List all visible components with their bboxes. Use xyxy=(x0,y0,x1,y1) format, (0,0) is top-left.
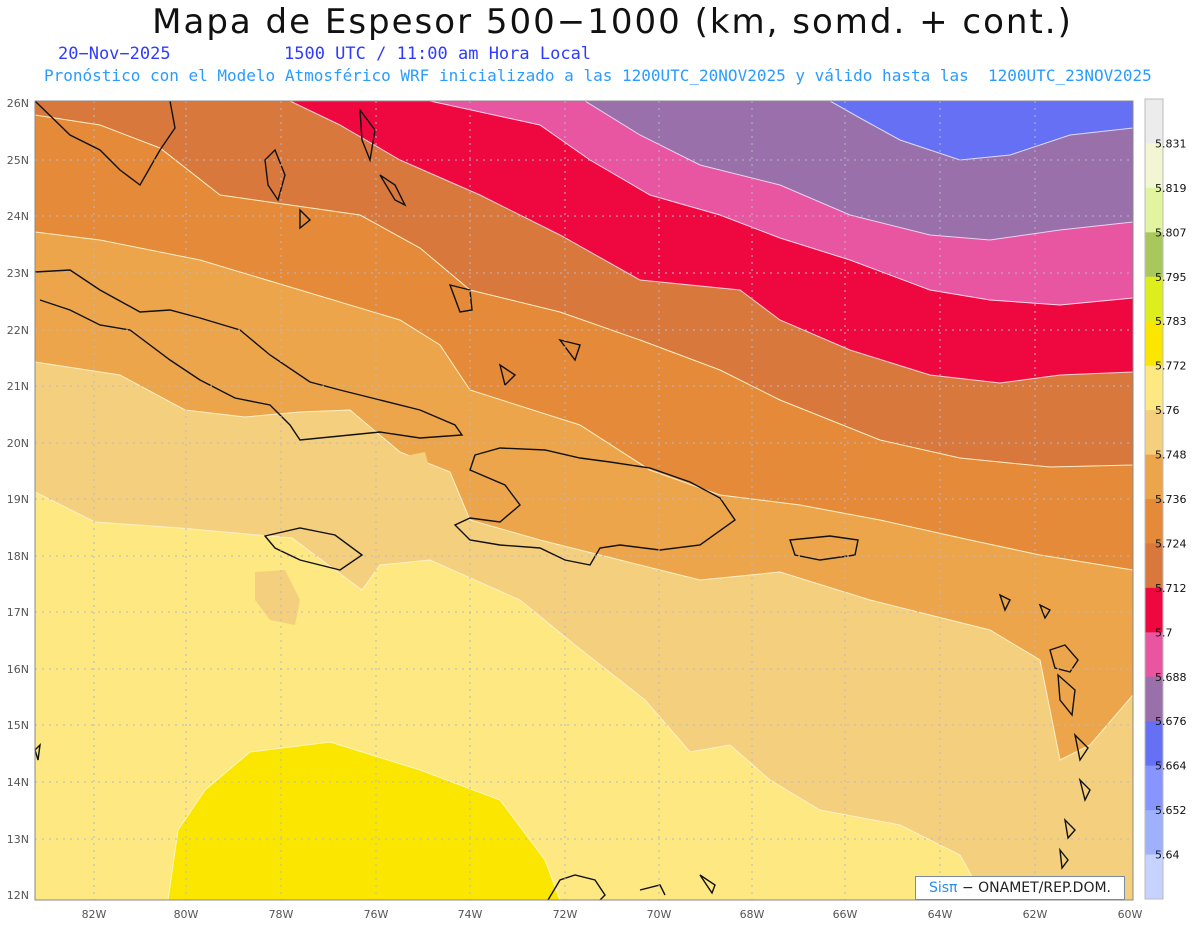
lon-label: 66W xyxy=(833,908,858,921)
lat-label: 13N xyxy=(7,833,29,846)
south-america-coast xyxy=(547,874,716,901)
fill-blue xyxy=(828,101,1133,161)
coastlines xyxy=(34,100,1091,901)
bahamas-islands xyxy=(264,107,581,387)
colorbar-label: 5.831 xyxy=(1155,137,1187,150)
colorbar-swatch xyxy=(1145,187,1163,233)
lat-label: 14N xyxy=(7,776,29,789)
lat-label: 12N xyxy=(7,889,29,902)
colorbar-swatch xyxy=(1145,632,1163,678)
lon-label: 80W xyxy=(174,908,199,921)
colorbar-label: 5.64 xyxy=(1155,849,1180,862)
colorbar-swatch xyxy=(1145,676,1163,722)
colorbar-label: 5.7 xyxy=(1155,626,1173,639)
honduras-coast xyxy=(34,743,41,761)
lon-label: 82W xyxy=(82,908,107,921)
colorbar-swatch xyxy=(1145,365,1163,411)
colorbar-frame xyxy=(1144,98,1164,900)
colorbar-swatch xyxy=(1145,765,1163,811)
map-title: Mapa de Espesor 500−1000 (km, somd. + co… xyxy=(152,2,1073,42)
lat-label: 18N xyxy=(7,550,29,563)
lat-label: 25N xyxy=(7,154,29,167)
credit-box: Sisπ − ONAMET/REP.DOM. xyxy=(915,876,1125,900)
fill-yellow-patch xyxy=(35,868,60,900)
lat-axis: 26N 25N 24N 23N 22N 21N 20N 19N 18N 17N … xyxy=(7,97,29,902)
forecast-date: 20−Nov−2025 xyxy=(58,44,171,64)
florida-coastline xyxy=(34,100,176,187)
colorbar-swatch xyxy=(1145,810,1163,856)
colorbar-label: 5.712 xyxy=(1155,582,1187,595)
map-frame xyxy=(34,100,1134,901)
lesser-antilles xyxy=(998,593,1091,870)
lat-label: 26N xyxy=(7,97,29,110)
fill-tan-patch-2 xyxy=(395,452,430,478)
lat-label: 23N xyxy=(7,267,29,280)
colorbar-label: 5.724 xyxy=(1155,537,1187,550)
colorbar-swatch xyxy=(1145,721,1163,767)
lon-label: 62W xyxy=(1023,908,1048,921)
colorbar-swatch xyxy=(1145,454,1163,500)
credit-text: − ONAMET/REP.DOM. xyxy=(961,880,1111,896)
lat-label: 17N xyxy=(7,606,29,619)
colorbar-label: 5.795 xyxy=(1155,271,1187,284)
colorbar-swatch xyxy=(1145,499,1163,544)
sispi-logo: Sisπ xyxy=(928,880,958,896)
colorbar-label: 5.652 xyxy=(1155,804,1187,817)
colorbar-swatch xyxy=(1145,321,1163,367)
colorbar-label: 5.783 xyxy=(1155,315,1187,328)
colorbar-swatch xyxy=(1145,587,1163,633)
lon-label: 78W xyxy=(269,908,294,921)
colorbar-swatch xyxy=(1145,99,1163,144)
colorbar-swatch xyxy=(1145,276,1163,322)
lon-label: 74W xyxy=(458,908,483,921)
colorbar-label: 5.748 xyxy=(1155,449,1187,462)
lat-label: 20N xyxy=(7,437,29,450)
lat-label: 21N xyxy=(7,380,29,393)
colorbar-label: 5.76 xyxy=(1155,404,1180,417)
puerto-rico-coastline xyxy=(789,535,859,561)
lat-label: 22N xyxy=(7,324,29,337)
colorbar-label: 5.664 xyxy=(1155,760,1187,773)
colorbar-label: 5.772 xyxy=(1155,360,1187,373)
lon-label: 64W xyxy=(928,908,953,921)
cuba-coastline xyxy=(34,269,464,441)
colorbar-label: 5.676 xyxy=(1155,715,1187,728)
lat-label: 15N xyxy=(7,719,29,732)
lon-label: 60W xyxy=(1118,908,1143,921)
lat-label: 16N xyxy=(7,663,29,676)
jamaica-coastline xyxy=(263,527,364,571)
lon-label: 70W xyxy=(647,908,672,921)
colorbar-swatch xyxy=(1145,543,1163,589)
fill-tan-patch xyxy=(255,570,300,625)
colorbar-swatch xyxy=(1145,232,1163,278)
colorbar-swatch xyxy=(1145,143,1163,189)
lon-label: 72W xyxy=(553,908,578,921)
lon-axis: 82W 80W 78W 76W 74W 72W 70W 68W 66W 64W … xyxy=(82,908,1143,921)
colorbar-swatch xyxy=(1145,410,1163,456)
colorbar xyxy=(1144,98,1164,900)
lon-label: 76W xyxy=(364,908,389,921)
map-fills xyxy=(35,101,1133,900)
lat-label: 24N xyxy=(7,210,29,223)
colorbar-label: 5.688 xyxy=(1155,671,1187,684)
colorbar-labels: 5.831 5.819 5.807 5.795 5.783 5.772 5.76 5.748 5… xyxy=(1155,137,1187,861)
lon-label: 68W xyxy=(740,908,765,921)
model-run-note: Pronóstico con el Modelo Atmosférico WRF… xyxy=(44,66,1152,85)
forecast-time: 1500 UTC / 11:00 am Hora Local xyxy=(284,44,592,64)
colorbar-label: 5.807 xyxy=(1155,226,1187,239)
lat-label: 19N xyxy=(7,493,29,506)
graticule xyxy=(35,101,1133,900)
colorbar-swatch xyxy=(1145,854,1163,900)
hispaniola-coastline xyxy=(453,447,736,566)
colorbar-label: 5.736 xyxy=(1155,493,1187,506)
colorbar-label: 5.819 xyxy=(1155,182,1187,195)
